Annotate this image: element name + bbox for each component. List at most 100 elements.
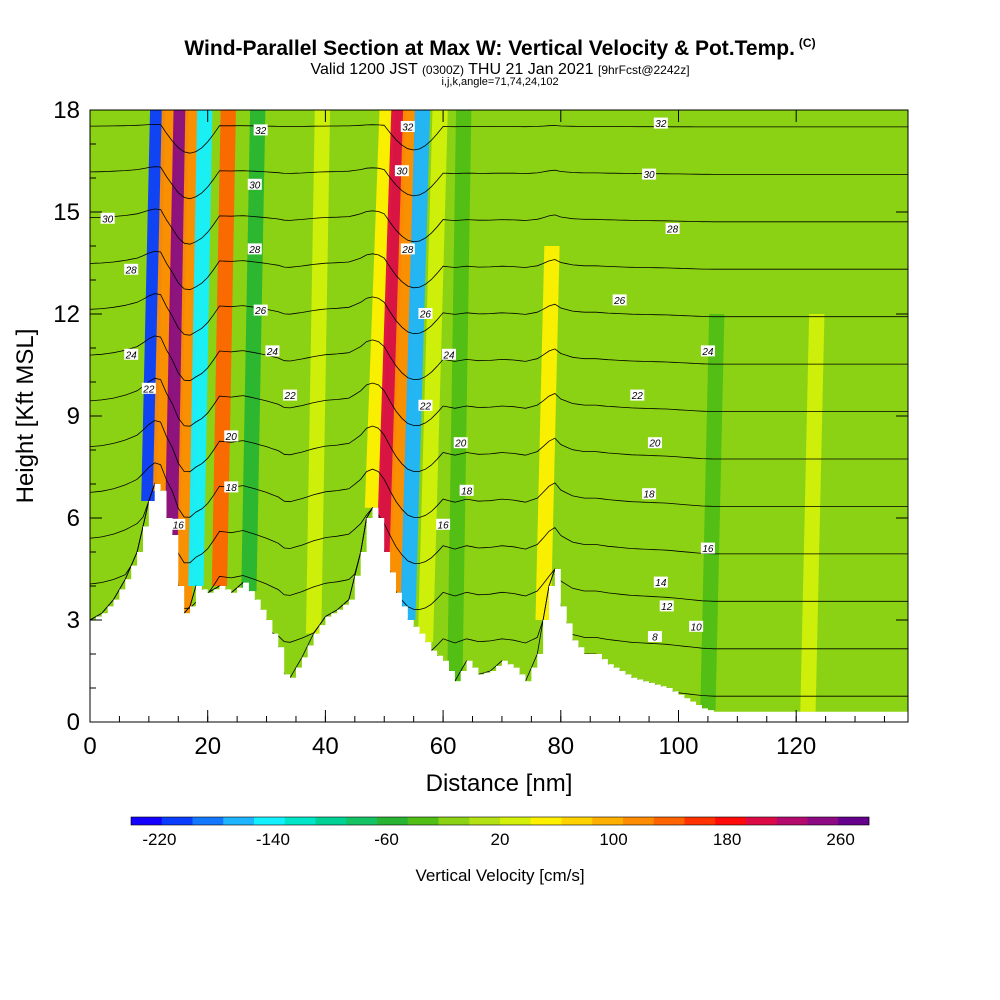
colorbar-swatch (346, 817, 377, 825)
contour-label-text: 28 (248, 245, 261, 256)
contour-label: 16 (436, 519, 450, 532)
contour-label: 28 (401, 243, 415, 256)
colorbar-swatch (746, 817, 777, 825)
colorbar-tick-label: 260 (826, 830, 854, 849)
contour-label: 12 (660, 600, 674, 613)
contour-label-text: 22 (284, 391, 297, 402)
colorbar-swatch (715, 817, 746, 825)
contour-label: 18 (224, 481, 238, 494)
contour-label: 28 (248, 243, 262, 256)
contour-label-text: 16 (702, 544, 714, 555)
contour-label-text: 32 (655, 119, 667, 130)
contour-label: 22 (283, 390, 297, 403)
contour-label-text: 28 (401, 245, 414, 256)
colorbar-tick-label: -220 (142, 830, 176, 849)
y-tick-label: 6 (67, 505, 80, 532)
contour-label: 20 (648, 437, 662, 450)
contour-label: 26 (613, 294, 627, 307)
contour-label-text: 30 (396, 167, 408, 178)
contour-label-text: 30 (102, 214, 114, 225)
contour-label-text: 20 (648, 439, 661, 450)
contour-label-text: 20 (225, 432, 238, 443)
y-axis-label: Height [Kft MSL] (12, 329, 39, 504)
contour-label-text: 24 (442, 350, 455, 361)
x-axis-label: Distance [nm] (426, 770, 573, 797)
contour-label: 14 (654, 577, 668, 590)
colorbar-tick-label: -140 (256, 830, 290, 849)
contour-label: 32 (401, 121, 415, 134)
plot-area: 32 30 28 26 24 22 20 18 16 30 28 24 22 32 30 28 26 24 22 20… (90, 110, 914, 756)
colorbar-swatch (592, 817, 623, 825)
contour-label-text: 16 (438, 520, 450, 531)
contour-label-text: 12 (661, 602, 673, 613)
contour-label: 8 (648, 631, 662, 644)
contour-label-text: 16 (173, 520, 185, 531)
y-tick-label: 12 (53, 301, 80, 328)
x-tick-label: 80 (547, 733, 574, 760)
colorbar-swatch (808, 817, 839, 825)
contour-label-text: 26 (419, 310, 432, 321)
contour-label-text: 28 (125, 265, 138, 276)
y-tick-label: 3 (67, 607, 80, 634)
colorbar-tick-label: -60 (374, 830, 399, 849)
y-tick-label: 9 (67, 403, 80, 430)
contour-label: 16 (171, 519, 185, 532)
contour-label-text: 18 (226, 483, 238, 494)
colorbar-label: Vertical Velocity [cm/s] (415, 866, 584, 885)
contour-label-text: 24 (266, 347, 279, 358)
colorbar-swatch (562, 817, 593, 825)
contour-label: 22 (630, 390, 644, 403)
contour-label-text: 18 (461, 486, 473, 497)
colorbar: -220 -140 -60 20 100 180 260 (131, 817, 869, 849)
colorbar-swatch (531, 817, 562, 825)
contour-label-text: 26 (254, 306, 267, 317)
contour-label: 30 (101, 213, 115, 226)
contour-label: 30 (395, 165, 409, 178)
x-tick-label: 100 (658, 733, 698, 760)
contour-label: 24 (701, 345, 715, 358)
contour-label: 20 (454, 437, 468, 450)
x-tick-label: 40 (312, 733, 339, 760)
colorbar-swatch (408, 817, 439, 825)
contour-label-text: 24 (125, 350, 138, 361)
colorbar-swatch (500, 817, 531, 825)
colorbar-swatch (254, 817, 285, 825)
contour-label: 32 (654, 118, 668, 131)
colorbar-swatch (131, 817, 162, 825)
contour-label-text: 32 (255, 126, 267, 137)
colorbar-tick-label: 100 (599, 830, 627, 849)
contour-label-text: 22 (631, 391, 644, 402)
contour-label-text: 30 (249, 180, 261, 191)
y-tick-label: 15 (53, 199, 80, 226)
contour-label: 22 (418, 400, 432, 413)
colorbar-tick-label: 180 (713, 830, 741, 849)
contour-label: 22 (142, 383, 156, 396)
contour-label: 20 (224, 430, 238, 443)
contour-label: 16 (701, 543, 715, 556)
contour-label-text: 24 (701, 347, 714, 358)
colorbar-swatch (439, 817, 470, 825)
colorbar-swatch (162, 817, 193, 825)
colorbar-swatch (377, 817, 408, 825)
x-tick-label: 20 (194, 733, 221, 760)
contour-label-text: 28 (666, 225, 679, 236)
contour-label: 18 (460, 485, 474, 498)
x-tick-label: 60 (430, 733, 457, 760)
colorbar-swatch (685, 817, 716, 825)
colorbar-swatch (623, 817, 654, 825)
colorbar-swatch (469, 817, 500, 825)
contour-label: 32 (254, 124, 268, 136)
colorbar-swatch (777, 817, 808, 825)
colorbar-swatch (316, 817, 347, 825)
contour-label: 28 (124, 264, 138, 277)
colorbar-swatch (223, 817, 254, 825)
colorbar-swatch (285, 817, 316, 825)
contour-label: 10 (689, 621, 703, 634)
contour-label: 18 (642, 488, 656, 501)
contour-label: 26 (254, 305, 268, 318)
contour-label: 24 (265, 345, 279, 358)
contour-label: 30 (642, 169, 656, 182)
contour-label-text: 32 (402, 123, 414, 134)
colorbar-swatch (193, 817, 224, 825)
